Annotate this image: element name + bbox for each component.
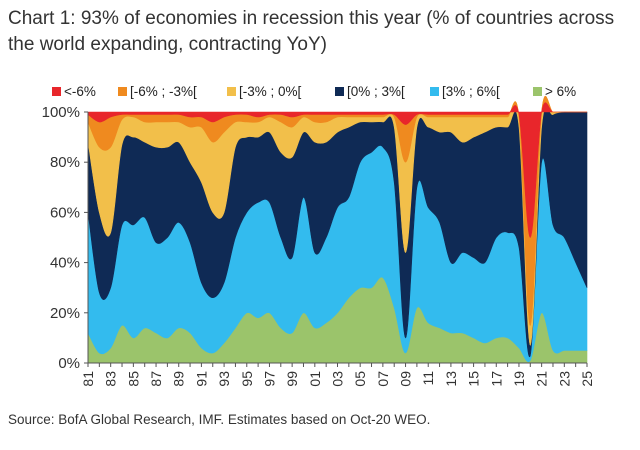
y-tick-label: 60%: [50, 204, 80, 221]
legend-label: [-3% ; 0%[: [239, 84, 302, 99]
axes-group: 0% 20% 40% 60% 80% 100% 81 83 85 87 89 91 93 95 97 99 01…: [42, 104, 595, 387]
x-tick-label: 83: [103, 371, 119, 387]
chart-title: Chart 1: 93% of economies in recession t…: [8, 8, 615, 55]
area-series: [87, 102, 587, 238]
x-tick-label: 07: [375, 371, 391, 387]
y-tick-label: 100%: [42, 104, 80, 121]
legend-label: > 6%: [545, 84, 577, 99]
x-tick-label: 87: [148, 371, 164, 387]
legend-item: [-3% ; 0%[: [227, 84, 301, 102]
legend-label: <-6%: [64, 84, 96, 99]
y-tick-label: 0%: [58, 355, 80, 372]
x-tick-label: 11: [420, 371, 436, 386]
legend-swatch: [533, 87, 542, 96]
legend-swatch: [227, 87, 236, 96]
x-tick-label: 21: [534, 371, 550, 387]
x-tick-label: 13: [443, 371, 459, 387]
x-tick-label: 99: [284, 371, 300, 387]
legend-swatch: [52, 87, 61, 96]
legend-label: [-6% ; -3%[: [130, 84, 197, 99]
legend-item: <-6%: [52, 84, 96, 102]
chart-source: Source: BofA Global Research, IMF. Estim…: [8, 412, 431, 427]
x-tick-label: 93: [216, 371, 232, 387]
legend-swatch: [430, 87, 439, 96]
y-tick-label: 40%: [50, 255, 80, 272]
x-tick-label: 25: [579, 371, 595, 387]
x-tick-label: 05: [352, 371, 368, 387]
legend-label: [3% ; 6%[: [442, 84, 500, 99]
chart-legend: <-6% [-6% ; -3%[ [-3% ; 0%[ [0% ; 3%[ [3% ; …: [52, 84, 632, 104]
x-tick-label: 85: [125, 371, 141, 387]
x-tick-label: 09: [398, 371, 414, 387]
legend-item: [3% ; 6%[: [430, 84, 500, 102]
legend-swatch: [335, 87, 344, 96]
x-tick-label: 15: [466, 371, 482, 387]
x-tick-label: 91: [193, 371, 209, 387]
x-tick-label: 89: [171, 371, 187, 387]
area-series-group: [87, 95, 588, 364]
x-tick-label: 03: [330, 371, 346, 387]
x-tick-label: 95: [239, 371, 255, 387]
y-tick-label: 80%: [50, 154, 80, 171]
legend-item: [0% ; 3%[: [335, 84, 405, 102]
legend-swatch: [118, 87, 127, 96]
x-tick-label: 17: [488, 371, 504, 387]
x-tick-label: 97: [261, 371, 277, 387]
y-tick-label: 20%: [50, 305, 80, 322]
legend-label: [0% ; 3%[: [347, 84, 405, 99]
legend-item: [-6% ; -3%[: [118, 84, 197, 102]
x-tick-label: 23: [556, 371, 572, 387]
x-tick-label: 19: [511, 371, 527, 387]
x-tick-label: 81: [80, 371, 96, 387]
x-tick-label: 01: [307, 371, 323, 387]
legend-item: > 6%: [533, 84, 576, 102]
